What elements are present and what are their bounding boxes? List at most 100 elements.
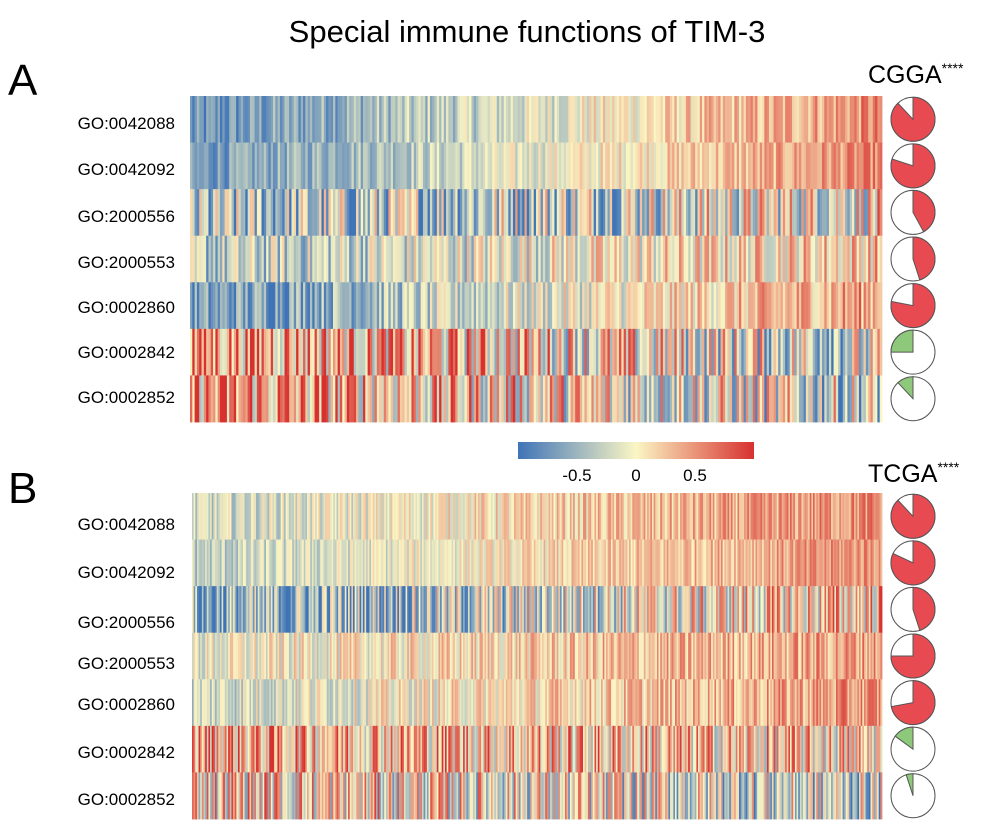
heatmap-cell	[297, 772, 300, 820]
heatmap-cell	[702, 725, 705, 773]
heatmap-cell	[379, 725, 382, 773]
heatmap-cell	[377, 772, 380, 820]
heatmap-cell	[832, 632, 835, 680]
heatmap-cell	[564, 772, 567, 820]
heatmap-cell	[192, 282, 196, 330]
heatmap-cell	[542, 235, 546, 283]
heatmap-cell	[394, 493, 397, 540]
heatmap-cell	[263, 189, 267, 237]
heatmap-cell	[272, 586, 275, 634]
heatmap-cell	[592, 586, 595, 634]
heatmap-cell	[400, 586, 403, 634]
heatmap-cell	[215, 539, 218, 587]
heatmap-cell	[813, 539, 816, 587]
heatmap-cell	[247, 328, 251, 376]
heatmap-cell	[497, 586, 500, 634]
heatmap-cell	[426, 586, 429, 634]
heatmap-cell	[725, 679, 728, 727]
heatmap-cell	[635, 586, 638, 634]
heatmap-cell	[854, 725, 857, 773]
heatmap-cell	[422, 772, 425, 820]
heatmap-cell	[381, 328, 385, 376]
heatmap-cell	[436, 679, 439, 727]
heatmap-cell	[413, 96, 417, 143]
heatmap-cell	[574, 632, 577, 680]
heatmap-cell	[400, 539, 403, 587]
heatmap-cell	[224, 493, 227, 540]
heatmap-cell	[856, 328, 860, 376]
heatmap-cell	[346, 632, 349, 680]
heatmap-cell	[649, 375, 652, 423]
heatmap-cell	[600, 328, 604, 376]
heatmap-cell	[606, 539, 609, 587]
heatmap-cell	[389, 586, 392, 634]
heatmap-cell	[407, 772, 410, 820]
heatmap-cell	[500, 539, 503, 587]
heatmap-cell	[640, 539, 643, 587]
heatmap-cell	[684, 493, 687, 540]
heatmap-cell	[464, 493, 467, 540]
heatmap-cell	[855, 539, 858, 587]
heatmap-cell	[399, 539, 402, 587]
heatmap-cell	[563, 772, 566, 820]
heatmap-cell	[553, 493, 556, 540]
heatmap-cell	[748, 235, 751, 283]
heatmap-cell	[323, 282, 327, 330]
heatmap-cell	[879, 142, 883, 190]
heatmap-cell	[822, 493, 825, 540]
heatmap-cell	[303, 679, 306, 727]
heatmap-cell	[813, 632, 816, 680]
heatmap-cell	[408, 493, 411, 540]
heatmap-cell	[877, 282, 881, 330]
heatmap-cell	[783, 679, 786, 727]
heatmap-cell	[661, 679, 664, 727]
heatmap-cell	[798, 725, 801, 773]
heatmap-cell	[752, 282, 756, 330]
heatmap-cell	[316, 235, 320, 283]
heatmap-cell	[330, 96, 334, 143]
heatmap-cell	[629, 679, 632, 727]
heatmap-cell	[738, 96, 742, 143]
heatmap-cell	[717, 679, 720, 727]
heatmap-cell	[763, 679, 766, 727]
heatmap-cell	[229, 725, 232, 773]
heatmap-cell	[234, 725, 237, 773]
heatmap-cell	[254, 725, 257, 773]
heatmap-cell	[194, 189, 198, 237]
heatmap-cell	[198, 679, 201, 727]
heatmap-cell	[476, 772, 479, 820]
heatmap-cell	[690, 282, 694, 330]
heatmap-cell	[376, 586, 379, 634]
heatmap-cell	[672, 375, 675, 423]
heatmap-cell	[832, 493, 835, 540]
heatmap-cell	[635, 375, 638, 423]
heatmap-cell	[379, 375, 382, 423]
heatmap-cell	[241, 725, 244, 773]
heatmap-cell	[195, 772, 198, 820]
heatmap-cell	[397, 282, 401, 330]
heatmap-cell	[252, 539, 255, 587]
heatmap-cell	[312, 282, 315, 330]
heatmap-cell	[208, 282, 212, 330]
heatmap-cell	[353, 725, 356, 773]
heatmap-cell	[473, 282, 477, 330]
heatmap-cell	[854, 632, 857, 680]
heatmap-cell	[363, 282, 366, 330]
heatmap-cell	[335, 142, 339, 190]
heatmap-cell	[607, 375, 611, 423]
heatmap-cell	[740, 632, 743, 680]
heatmap-cell	[192, 632, 195, 680]
heatmap-cell	[727, 586, 730, 634]
heatmap-cell	[717, 539, 720, 587]
heatmap-cell	[196, 96, 200, 143]
heatmap-cell	[413, 235, 417, 283]
heatmap-cell	[448, 632, 451, 680]
heatmap-cell	[704, 142, 708, 190]
heatmap-cell	[768, 235, 772, 283]
heatmap-cell	[666, 493, 669, 540]
heatmap-cell	[403, 586, 406, 634]
heatmap-cell	[423, 725, 426, 773]
heatmap-cell	[430, 539, 433, 587]
heatmap-cell	[422, 632, 425, 680]
heatmap-cell	[533, 235, 537, 283]
